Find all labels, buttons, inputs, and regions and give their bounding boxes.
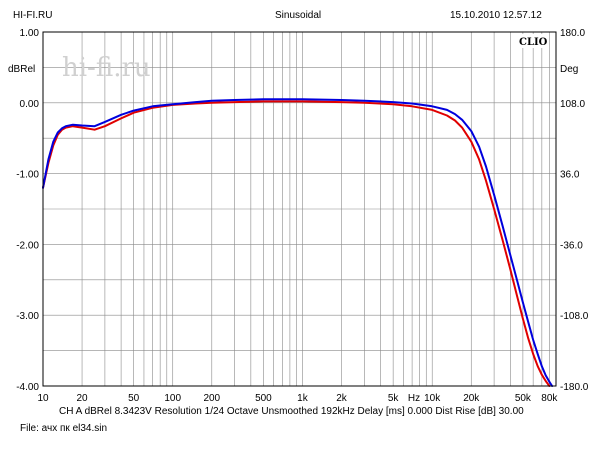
x-tick-label: 200 xyxy=(203,393,220,404)
x-tick-label: 5k xyxy=(388,393,400,404)
footer-settings: CH A dBRel 8.3423V Resolution 1/24 Octav… xyxy=(59,406,524,417)
brand-badge xyxy=(516,34,548,48)
y-left-tick-label: -3.00 xyxy=(16,311,39,322)
x-tick-label: 1k xyxy=(297,393,309,404)
y-left-tick-label: 1.00 xyxy=(20,28,40,39)
header-mode: Sinusoidal xyxy=(275,10,322,21)
series-line-2 xyxy=(42,98,554,387)
y-left-axis-label: dBRel xyxy=(8,64,35,75)
x-tick-label: 20 xyxy=(76,393,88,404)
plot-frame xyxy=(42,31,557,387)
x-tick-label: 10 xyxy=(37,393,49,404)
y-left-tick-label: -1.00 xyxy=(16,170,39,181)
y-right-tick-label: 108.0 xyxy=(560,99,585,110)
y-right-tick-label: 180.0 xyxy=(560,28,585,39)
footer-file: File: ачх пк el34.sin xyxy=(20,423,108,434)
header-datetime: 15.10.2010 12.57.12 xyxy=(450,10,542,21)
x-tick-label: 2k xyxy=(336,393,348,404)
chart-grid xyxy=(43,32,556,386)
chart-tick-labels: 10 20 50 100 200 500 1k 2k 5k 10k 20k 50k 80k Hz 1.00 0… xyxy=(8,28,589,404)
watermark: hi-fi.ru xyxy=(62,53,151,83)
y-left-tick-label: 0.00 xyxy=(20,99,40,110)
x-tick-label: 80k xyxy=(541,393,558,404)
y-right-tick-label: -36.0 xyxy=(560,240,583,251)
y-right-tick-label: 36.0 xyxy=(560,170,580,181)
y-right-axis-label: Deg xyxy=(560,64,578,75)
x-tick-label: 100 xyxy=(164,393,181,404)
x-tick-label: 50 xyxy=(128,393,140,404)
y-left-tick-label: -2.00 xyxy=(16,240,39,251)
series-line-1 xyxy=(42,100,551,387)
x-tick-label: 10k xyxy=(424,393,441,404)
brand-label: CLIO xyxy=(519,37,548,48)
y-right-tick-label: -180.0 xyxy=(560,382,589,393)
header-site: HI-FI.RU xyxy=(13,10,53,21)
x-unit-label: Hz xyxy=(408,393,420,404)
y-right-tick-label: -108.0 xyxy=(560,311,589,322)
x-tick-label: 50k xyxy=(515,393,532,404)
chart-series xyxy=(42,98,554,387)
y-left-tick-label: -4.00 xyxy=(16,382,39,393)
x-tick-label: 500 xyxy=(255,393,272,404)
x-tick-label: 20k xyxy=(463,393,480,404)
